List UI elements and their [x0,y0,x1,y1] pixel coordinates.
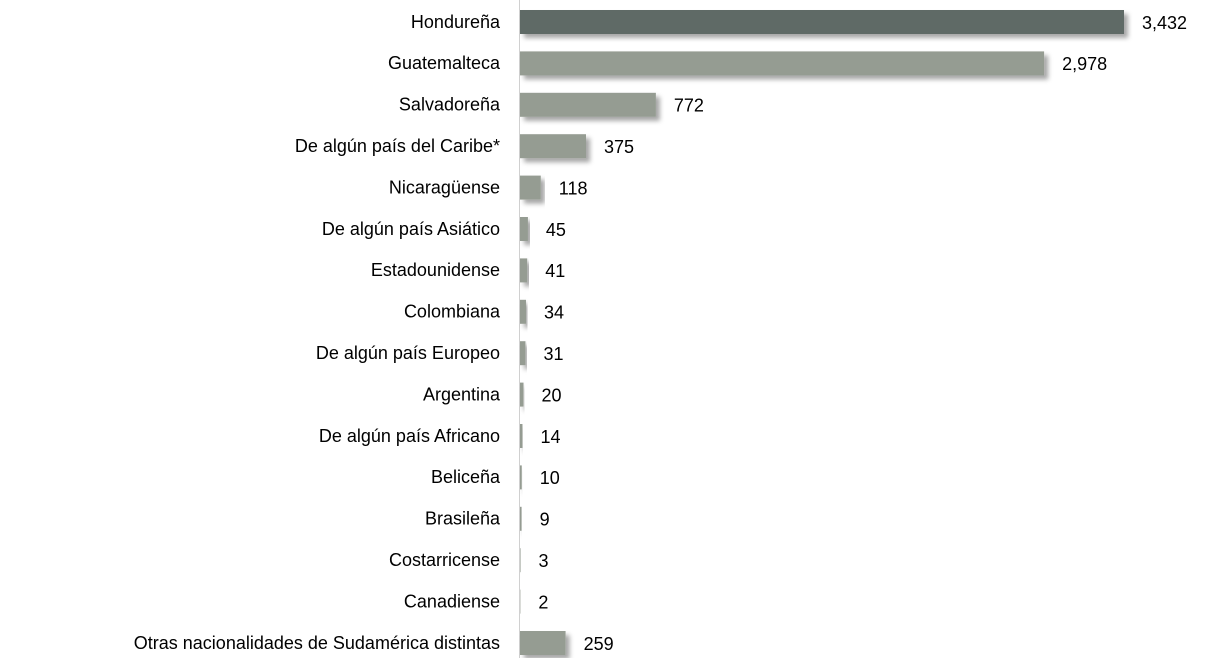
value-label: 41 [545,261,565,281]
value-label: 34 [544,303,564,323]
category-label: Otras nacionalidades de Sudamérica disti… [134,633,500,653]
bar [520,548,521,573]
value-label: 20 [542,385,562,405]
bar [520,10,1124,34]
bar [520,382,524,407]
category-label: De algún país Africano [319,426,500,446]
bar [520,506,522,531]
value-label: 3,432 [1142,13,1187,33]
bar [520,51,1045,76]
category-label: De algún país Asiático [322,219,500,239]
category-label: Guatemalteca [388,53,501,73]
category-label: Costarricense [389,550,500,570]
value-label: 31 [543,344,563,364]
category-label: Salvadoreña [399,95,501,115]
value-label: 14 [540,427,560,447]
bar [520,92,656,117]
value-label: 2 [538,592,548,612]
value-label: 259 [584,634,614,654]
bar [520,631,566,655]
category-label: De algún país Europeo [316,343,500,363]
value-label: 375 [604,137,634,157]
category-label: Hondureña [411,12,501,32]
bar [520,341,526,366]
category-label: Canadiense [404,591,500,611]
value-label: 45 [546,220,566,240]
bar [520,424,523,448]
category-label: Brasileña [425,509,501,529]
value-label: 3 [539,551,549,571]
value-label: 772 [674,96,704,116]
bar [520,465,522,490]
category-label: Beliceña [431,467,501,487]
value-label: 2,978 [1062,54,1107,74]
bar [520,258,528,283]
value-label: 9 [540,510,550,530]
value-label: 118 [559,178,588,198]
bar [520,175,541,200]
value-label: 10 [540,468,560,488]
category-label: Estadounidense [371,260,500,280]
bar [520,299,526,324]
category-label: Argentina [423,384,501,404]
category-label: De algún país del Caribe* [295,136,500,156]
bar [520,134,586,159]
category-label: Colombiana [404,302,501,322]
category-label: Nicaragüense [389,177,500,197]
bar [520,217,528,241]
